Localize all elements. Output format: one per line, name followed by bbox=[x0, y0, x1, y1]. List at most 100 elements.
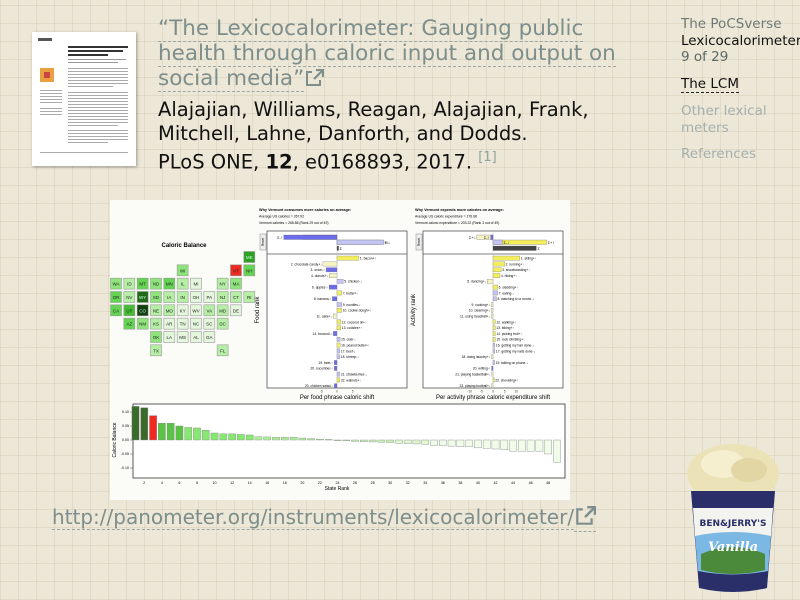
balance-xtick-label: 8 bbox=[196, 481, 198, 485]
food-bar-label: 2. chocolate candy+↓ bbox=[291, 262, 322, 266]
activity-bar bbox=[491, 354, 494, 360]
activity-bar bbox=[490, 302, 494, 307]
paper-thumbnail[interactable] bbox=[32, 32, 136, 166]
activity-sum-bar bbox=[490, 234, 494, 240]
activity-xlabel: Per activity phrase caloric expenditure … bbox=[436, 395, 550, 401]
balance-bar bbox=[474, 439, 482, 449]
food-bar bbox=[334, 383, 338, 389]
balance-bar bbox=[280, 436, 289, 441]
food-bar bbox=[332, 296, 338, 302]
food-reset-button[interactable] bbox=[259, 233, 267, 251]
activity-bar bbox=[491, 371, 494, 377]
state-tile-tx bbox=[150, 344, 162, 357]
balance-xtick-label: 6 bbox=[178, 481, 180, 485]
sidebar-item-other-lexical-meters[interactable]: Other lexical meters bbox=[681, 103, 767, 136]
activity-bar bbox=[491, 383, 494, 389]
state-label: TX bbox=[153, 348, 159, 353]
state-label: LA bbox=[167, 335, 173, 340]
state-tile-wa bbox=[110, 277, 122, 290]
state-label: ID bbox=[127, 282, 132, 287]
food-bar-label: 4. donuts+↓ bbox=[311, 274, 328, 278]
paper-title-link[interactable]: “The Lexicocalorimeter: Gauging public h… bbox=[158, 16, 616, 92]
food-bar-label: 11. cake+↓ bbox=[316, 315, 332, 319]
activity-bar bbox=[492, 337, 496, 342]
state-label: UT bbox=[126, 308, 132, 313]
food-bar-label: 6. apples-↑ bbox=[312, 286, 328, 290]
state-tile-ks bbox=[150, 317, 162, 330]
food-bar-label: 7. butter+↑ bbox=[343, 291, 359, 295]
lexicocalorimeter-url[interactable]: http://panometer.org/instruments/lexicoc… bbox=[52, 505, 597, 532]
food-ylabel: Food rank bbox=[255, 295, 261, 323]
balance-bar bbox=[316, 438, 324, 441]
external-link-icon[interactable] bbox=[304, 68, 325, 93]
balance-bar bbox=[263, 436, 272, 441]
state-tile-pa bbox=[203, 291, 216, 303]
state-label: AL bbox=[193, 335, 199, 340]
food-bar-label: 15. crab-↓ bbox=[341, 338, 356, 342]
state-tile-mt bbox=[136, 277, 149, 290]
food-sum-bar bbox=[283, 234, 338, 240]
activity-bar-label: 8. watching tv or movie-↓ bbox=[497, 297, 534, 301]
food-bar-label: 23. chicken salad-↑ bbox=[305, 384, 334, 388]
state-tile-co bbox=[136, 304, 149, 317]
balance-bar bbox=[439, 439, 447, 446]
activity-sum-label: Σ-↑ bbox=[484, 235, 490, 240]
balance-bar bbox=[447, 439, 456, 447]
food-bar bbox=[329, 284, 338, 290]
activity-sum-bar bbox=[492, 239, 503, 245]
sidebar-item-the-lcm[interactable]: The LCM bbox=[681, 75, 739, 93]
activity-bar-label: 16. getting my hair done-↓ bbox=[496, 344, 534, 348]
author-list: Alajajian, Williams, Reagan, Alajajian, … bbox=[158, 98, 589, 145]
balance-bar bbox=[158, 422, 166, 441]
cup-flavor: Vanilla bbox=[708, 540, 758, 555]
activity-bar-label: 6. sledding+↑ bbox=[499, 286, 519, 290]
activity-reset-label: Reset bbox=[417, 238, 421, 246]
food-bar bbox=[325, 267, 338, 273]
activity-bar-label: 4. hiking+↑ bbox=[501, 274, 517, 278]
food-bar-label: 22. walnuts+↑ bbox=[341, 378, 362, 382]
state-label: MN bbox=[166, 282, 173, 287]
page-counter: 9 of 29 bbox=[681, 49, 729, 65]
activity-reset-button[interactable] bbox=[415, 233, 423, 251]
activity-bar-label: 23. playing football+↓ bbox=[460, 384, 491, 388]
balance-bar bbox=[456, 439, 465, 447]
activity-tick-label: 5 bbox=[504, 390, 506, 394]
state-tile-nc bbox=[190, 317, 202, 330]
state-label: ME bbox=[246, 255, 253, 260]
food-bar bbox=[334, 360, 338, 365]
state-label: WY bbox=[139, 295, 146, 300]
balance-bar bbox=[386, 439, 394, 443]
balance-bar bbox=[140, 407, 149, 441]
state-label: GA bbox=[206, 335, 213, 340]
state-tile-mi bbox=[190, 277, 202, 290]
activity-tick-label: 0 bbox=[492, 390, 494, 394]
state-label: RI bbox=[247, 295, 252, 300]
sidebar-item-references[interactable]: References bbox=[681, 146, 757, 162]
food-tick-label: 0 bbox=[336, 390, 338, 394]
external-link-icon[interactable] bbox=[574, 505, 597, 532]
state-label: WA bbox=[112, 282, 119, 287]
url-link[interactable]: http://panometer.org/instruments/lexicoc… bbox=[52, 505, 575, 530]
paper-citation: Alajajian, Williams, Reagan, Alajajian, … bbox=[158, 98, 648, 175]
balance-xtick-label: 18 bbox=[283, 481, 287, 485]
balance-bar bbox=[368, 439, 377, 443]
balance-xtick-label: 46 bbox=[529, 481, 533, 485]
activity-bar bbox=[492, 296, 497, 302]
reference-link[interactable]: [1] bbox=[478, 150, 497, 165]
paper-title[interactable]: “The Lexicocalorimeter: Gauging public h… bbox=[158, 16, 638, 93]
state-tile-md bbox=[216, 304, 229, 317]
state-label: AR bbox=[166, 322, 173, 327]
state-tile-in bbox=[176, 291, 189, 303]
state-label: TN bbox=[180, 322, 186, 327]
activity-sum-label: Σ-↓ bbox=[503, 240, 509, 245]
activity-bar bbox=[491, 366, 494, 371]
balance-xtick-label: 32 bbox=[406, 481, 410, 485]
activity-bar-label: 3. snowboarding+↑ bbox=[502, 268, 530, 272]
balance-bar bbox=[307, 438, 315, 441]
food-heading: Why Vermont consumes more calories on av… bbox=[259, 208, 351, 212]
state-label: NY bbox=[220, 282, 226, 287]
state-tile-ca bbox=[110, 304, 122, 317]
balance-bar bbox=[175, 425, 184, 441]
food-bar bbox=[322, 261, 338, 267]
balance-bar bbox=[254, 436, 263, 441]
